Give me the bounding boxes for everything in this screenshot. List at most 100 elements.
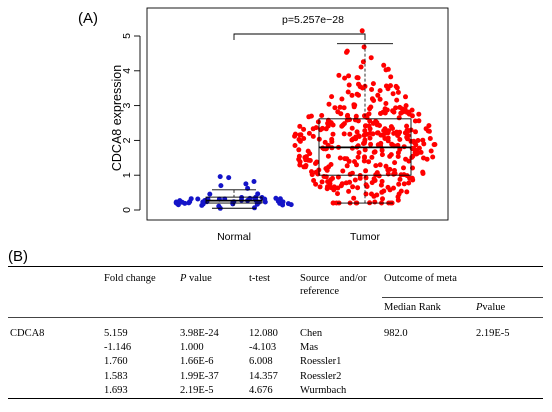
cell-fold: 1.693 [104, 384, 128, 396]
data-point [396, 115, 402, 121]
data-point [325, 153, 331, 159]
data-point [327, 181, 333, 187]
data-point [314, 159, 320, 165]
header-meta-p-italic: P [476, 302, 483, 313]
data-point [349, 125, 355, 131]
cell-t: 4.676 [249, 384, 273, 396]
data-point [349, 170, 355, 176]
cell-fold: 1.760 [104, 356, 128, 368]
data-point [362, 147, 368, 153]
data-point [288, 202, 294, 208]
data-point [336, 72, 342, 78]
data-point [358, 64, 364, 70]
data-point [367, 118, 373, 124]
data-point [388, 74, 394, 80]
data-point [387, 166, 393, 172]
data-point [390, 91, 396, 97]
data-point [369, 191, 374, 197]
data-point [430, 154, 436, 160]
cell-fold: -1.146 [104, 342, 132, 354]
data-point [341, 105, 347, 111]
data-point [420, 171, 426, 176]
data-point [329, 136, 335, 142]
data-point [352, 117, 358, 123]
cell-src: Mas [300, 342, 319, 354]
data-point [344, 163, 350, 169]
data-point [383, 101, 389, 106]
data-point [343, 180, 349, 186]
x-label-tumor: Tumor [350, 231, 380, 243]
table-bottom-rule [8, 398, 543, 399]
pvalue-label: p=5.257e−28 [282, 14, 344, 26]
header-source-2: reference [300, 286, 340, 297]
data-point [342, 75, 348, 81]
data-point [396, 191, 402, 197]
data-point [216, 203, 222, 209]
cell-src: Chen [300, 328, 323, 339]
data-point [404, 123, 410, 129]
boxplots [205, 43, 412, 209]
data-point [394, 97, 400, 103]
data-point [396, 131, 401, 137]
gene-name: CDCA8 [10, 328, 45, 339]
data-point [398, 110, 404, 116]
data-point [344, 113, 350, 119]
data-point [361, 44, 367, 50]
data-point [324, 167, 330, 173]
data-point [335, 174, 341, 180]
data-point [383, 130, 389, 136]
cell-t: 14.357 [249, 370, 278, 382]
data-point [313, 125, 319, 131]
data-point [330, 131, 336, 137]
y-axis-label: CDCA8 expression [110, 65, 124, 171]
data-point [280, 202, 286, 208]
data-point [199, 202, 205, 208]
data-point [320, 125, 325, 131]
cell-t: 12.080 [249, 328, 278, 339]
data-point [317, 184, 323, 190]
data-point [345, 89, 351, 95]
data-point [384, 107, 390, 113]
cell-p: 2.19E-5 [180, 384, 214, 396]
data-point [412, 118, 418, 124]
y-tick-label: 1 [121, 172, 133, 178]
data-point [375, 142, 381, 148]
header-source: Source and/or [300, 273, 367, 284]
data-point [309, 169, 314, 175]
data-point [319, 179, 325, 185]
data-point [366, 123, 372, 129]
data-point [326, 101, 332, 107]
data-point [305, 148, 311, 154]
data-point [380, 196, 385, 202]
data-point [412, 140, 417, 146]
data-point [366, 159, 372, 165]
cell-src: Roessler1 [300, 356, 342, 368]
data-points [173, 28, 438, 211]
data-point [349, 92, 355, 98]
header-meta: Outcome of meta [384, 273, 457, 284]
cell-src: Wurmbach [300, 384, 347, 396]
header-p-value: P value [180, 272, 212, 285]
data-point [372, 199, 378, 205]
data-point [406, 180, 412, 186]
y-tick-label: 2 [121, 137, 133, 143]
data-point [354, 129, 360, 135]
panel-a-label: (A) [78, 10, 98, 27]
data-point [355, 154, 361, 160]
data-point [195, 196, 201, 202]
data-point [368, 141, 374, 147]
data-point [369, 87, 375, 92]
data-point [421, 155, 426, 161]
data-point [377, 162, 383, 168]
data-point [385, 171, 391, 177]
data-point [403, 94, 408, 100]
data-point [252, 205, 257, 211]
header-bottom-rule [8, 317, 543, 318]
data-point [362, 137, 368, 143]
data-point [347, 131, 353, 137]
data-point [383, 83, 389, 89]
y-tick-label: 5 [121, 33, 133, 39]
significance-bracket [233, 33, 366, 40]
data-point [337, 104, 343, 110]
data-point [391, 185, 396, 191]
